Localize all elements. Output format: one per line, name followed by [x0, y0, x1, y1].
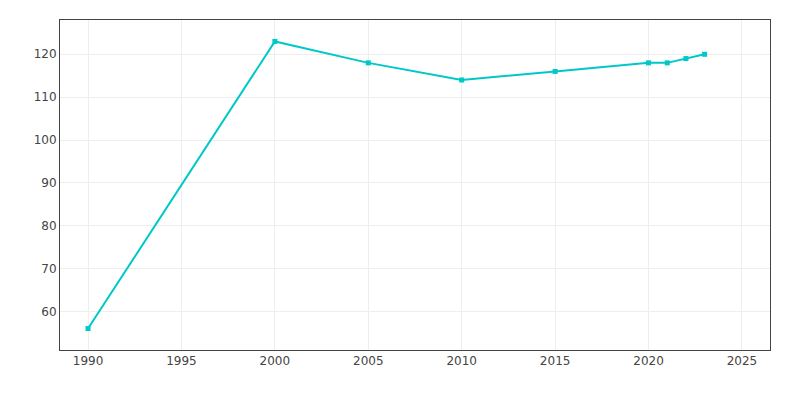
svg-text:2005: 2005 — [353, 354, 384, 368]
svg-text:2000: 2000 — [260, 354, 291, 368]
svg-text:1990: 1990 — [73, 354, 104, 368]
svg-text:120: 120 — [34, 47, 57, 61]
svg-text:80: 80 — [41, 219, 56, 233]
svg-text:70: 70 — [41, 262, 56, 276]
svg-text:90: 90 — [41, 176, 56, 190]
svg-text:110: 110 — [34, 90, 57, 104]
svg-text:2025: 2025 — [727, 354, 758, 368]
svg-text:100: 100 — [34, 133, 57, 147]
svg-text:1995: 1995 — [166, 354, 197, 368]
svg-text:60: 60 — [41, 305, 56, 319]
svg-text:2015: 2015 — [540, 354, 571, 368]
svg-text:2010: 2010 — [446, 354, 477, 368]
svg-text:2020: 2020 — [633, 354, 664, 368]
